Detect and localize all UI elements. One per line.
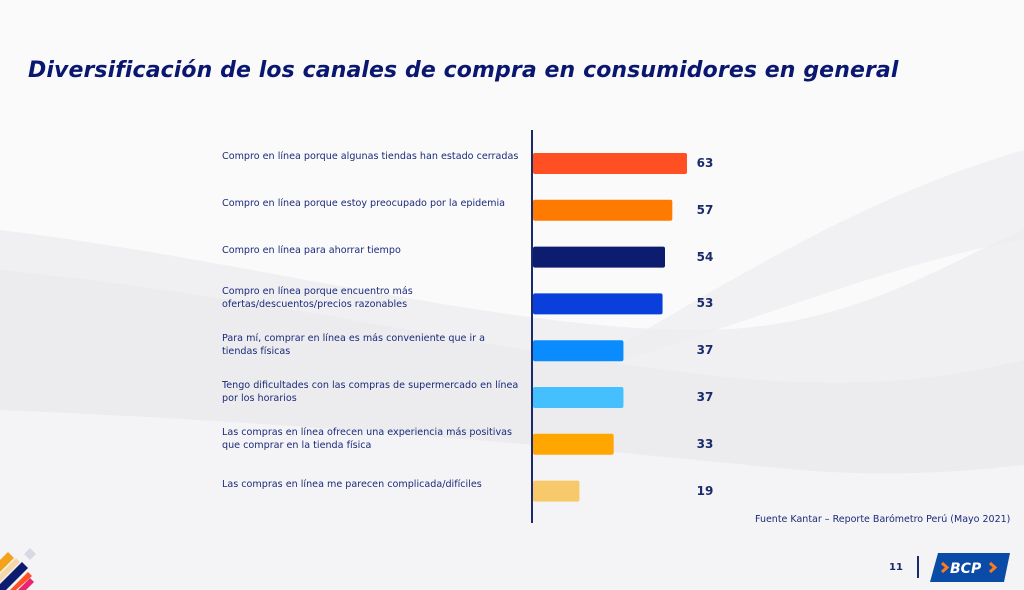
category-label-line: Compro en línea porque estoy preocupado … xyxy=(222,197,506,209)
category-label: Las compras en línea ofrecen una experie… xyxy=(222,426,522,452)
bar xyxy=(533,153,687,174)
bar xyxy=(533,387,624,408)
logo-text: BCP xyxy=(950,561,982,577)
bar xyxy=(533,433,614,455)
category-label-line: ofertas/descuentos/precios razonables xyxy=(222,299,408,311)
bar-value-label: 54 xyxy=(696,249,714,264)
category-label: Compro en línea porque encuentro más ofer… xyxy=(222,285,522,311)
category-label-line: que comprar en la tienda física xyxy=(222,439,372,451)
category-label: Las compras en línea me parecen complica… xyxy=(222,478,522,491)
category-label: Para mí, comprar en línea es más conveni… xyxy=(222,332,522,358)
category-label-line: Las compras en línea me parecen complica… xyxy=(222,478,482,490)
bar-value-label: 37 xyxy=(696,343,714,358)
bar-value-label: 33 xyxy=(696,436,714,451)
bcp-logo: BCP xyxy=(930,553,1010,582)
category-label-line: Tengo dificultades con las compras de su… xyxy=(222,380,519,391)
category-label-line: Compro en línea para ahorrar tiempo xyxy=(222,244,401,256)
category-label-line: Compro en línea porque encuentro más xyxy=(222,286,413,298)
bar xyxy=(533,199,673,221)
bar xyxy=(533,480,580,502)
slide-title: Diversificación de los canales de compra… xyxy=(28,58,899,83)
category-label: Compro en línea porque algunas tiendas h… xyxy=(222,150,522,163)
page-divider xyxy=(917,556,919,578)
category-label: Compro en línea para ahorrar tiempo xyxy=(222,244,522,257)
bar xyxy=(533,293,663,315)
bar xyxy=(533,246,665,268)
page-number: 11 xyxy=(889,562,903,573)
category-label: Tengo dificultades con las compras de su… xyxy=(222,379,522,405)
decorative-stripes-icon xyxy=(0,548,36,590)
category-label-line: Las compras en línea ofrecen una experie… xyxy=(222,426,513,438)
category-label-line: Compro en línea porque algunas tiendas h… xyxy=(222,151,519,162)
bar-value-label: 63 xyxy=(696,156,714,170)
category-label-line: tiendas físicas xyxy=(222,346,291,358)
source-note: Fuente Kantar – Reporte Barómetro Perú (… xyxy=(755,514,1011,525)
bar-value-label: 57 xyxy=(696,202,714,217)
bar xyxy=(533,340,624,362)
bar-value-label: 53 xyxy=(696,296,714,311)
bar-value-label: 37 xyxy=(696,390,714,404)
category-label-line: Para mí, comprar en línea es más conveni… xyxy=(222,333,486,345)
bar-value-label: 19 xyxy=(696,483,714,498)
category-label-line: por los horarios xyxy=(222,393,297,404)
category-label: Compro en línea porque estoy preocupado … xyxy=(222,197,522,210)
